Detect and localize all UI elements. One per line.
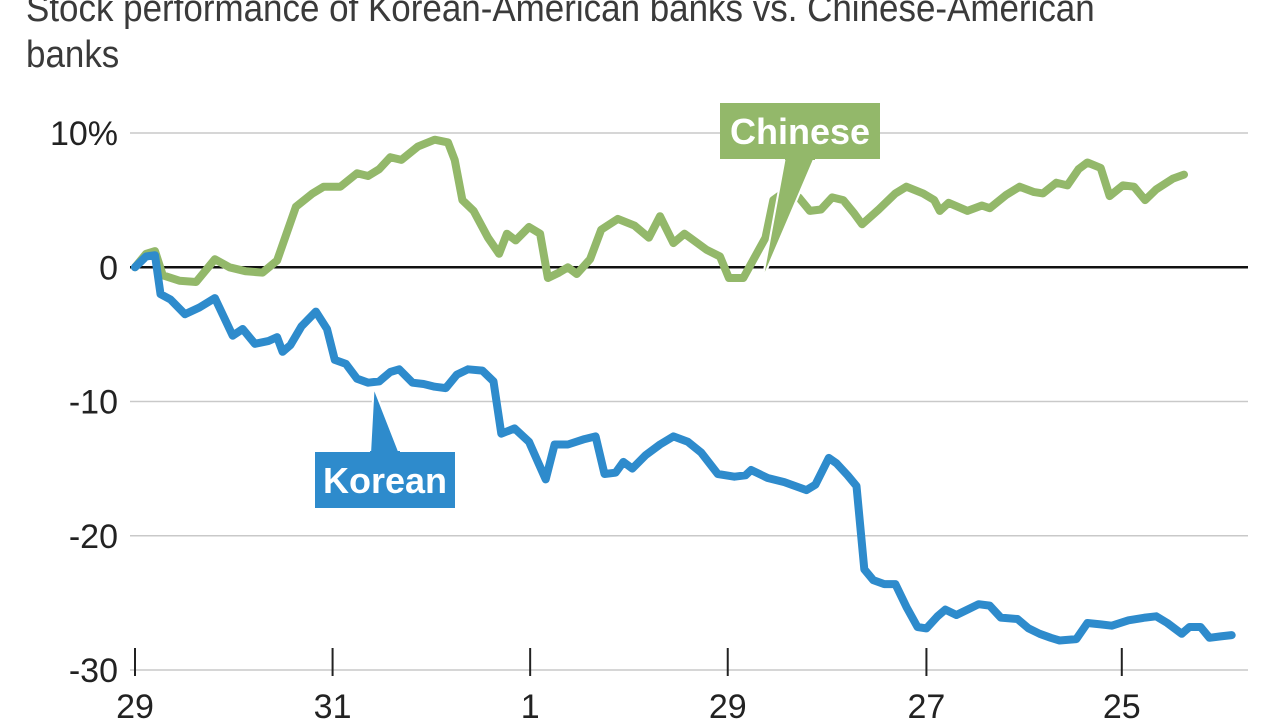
y-tick-label: -20 bbox=[69, 518, 118, 556]
annotation-box bbox=[315, 452, 455, 508]
series-line-chinese bbox=[131, 135, 1188, 286]
series-label-chinese: Chinese bbox=[730, 111, 870, 152]
y-axis-tick-labels: 10% 0 -10 -20 -30 bbox=[50, 115, 118, 690]
chart-title: Stock performance of Korean-American ban… bbox=[26, 0, 1095, 76]
annotation-pointer bbox=[368, 386, 402, 455]
x-axis: 29 31 1 29 27 25 bbox=[116, 648, 1141, 720]
x-tick-label: 25 bbox=[1103, 688, 1141, 720]
annotation-chinese: Chinese bbox=[720, 103, 880, 282]
y-tick-label: 10% bbox=[50, 115, 118, 153]
y-tick-label: -30 bbox=[69, 652, 118, 690]
annotation-seam bbox=[785, 153, 815, 160]
gridlines bbox=[130, 132, 1248, 671]
series-line-korean bbox=[131, 251, 1236, 645]
x-tick-label: 29 bbox=[116, 688, 154, 720]
annotation-korean: Korean bbox=[315, 386, 455, 508]
x-tick-label: 27 bbox=[908, 688, 946, 720]
x-tick-label: 31 bbox=[314, 688, 352, 720]
annotation-box bbox=[720, 103, 880, 159]
series-lines bbox=[131, 135, 1236, 645]
series-label-korean: Korean bbox=[323, 460, 447, 501]
annotation-seam bbox=[370, 451, 400, 458]
y-tick-label: -10 bbox=[69, 384, 118, 422]
y-tick-label: 0 bbox=[99, 249, 118, 287]
x-tick-label: 29 bbox=[709, 688, 747, 720]
x-tick-label: 1 bbox=[521, 688, 540, 720]
series-annotations: Chinese Korean bbox=[315, 103, 880, 508]
